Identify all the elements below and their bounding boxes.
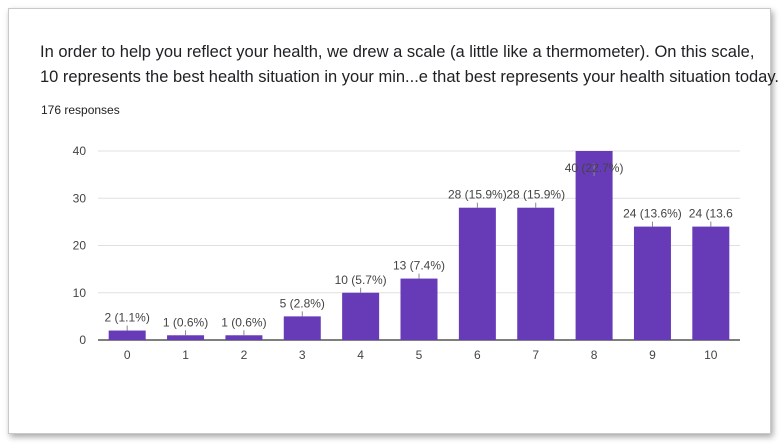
- x-tick-label: 0: [124, 348, 131, 362]
- bar[interactable]: [108, 330, 146, 340]
- chart-y-ticks: 0 10 20 30 40: [73, 144, 87, 347]
- bar[interactable]: [167, 335, 205, 340]
- question-line-1: In order to help you reflect your health…: [40, 43, 755, 61]
- chart-card: [8, 8, 771, 434]
- bar[interactable]: [458, 207, 496, 340]
- x-tick-label: 2: [241, 348, 248, 362]
- x-tick-label: 5: [416, 348, 423, 362]
- data-label: 24 (13.6: [689, 207, 733, 221]
- data-label: 28 (15.9%): [506, 188, 565, 202]
- x-tick-label: 6: [474, 348, 481, 362]
- data-label: 1 (0.6%): [221, 315, 266, 329]
- question-line-2: 10 represents the best health situation …: [40, 68, 779, 86]
- bar[interactable]: [575, 151, 613, 340]
- bar[interactable]: [342, 292, 380, 340]
- y-tick-label: 20: [73, 239, 87, 253]
- chart-bars: [108, 151, 730, 340]
- x-tick-label: 4: [357, 348, 364, 362]
- bar[interactable]: [692, 226, 730, 340]
- y-tick-label: 10: [73, 286, 87, 300]
- y-tick-label: 40: [73, 144, 87, 158]
- x-tick-label: 3: [299, 348, 306, 362]
- x-tick-label: 8: [591, 348, 598, 362]
- bar[interactable]: [633, 226, 671, 340]
- chart-x-ticks: 0 1 2 3 4 5 6 7 8 9 10: [124, 348, 718, 362]
- response-count: 176 responses: [41, 103, 120, 117]
- data-label: 2 (1.1%): [105, 311, 150, 325]
- data-label: 5 (2.8%): [280, 296, 325, 310]
- data-label: 10 (5.7%): [335, 273, 387, 287]
- x-tick-label: 7: [532, 348, 539, 362]
- data-label: 24 (13.6%): [623, 207, 682, 221]
- bar[interactable]: [400, 278, 438, 340]
- data-label: 40 (22.7%): [565, 161, 624, 175]
- x-tick-label: 1: [182, 348, 189, 362]
- y-tick-label: 30: [73, 191, 87, 205]
- data-label: 1 (0.6%): [163, 315, 208, 329]
- bar[interactable]: [517, 207, 555, 340]
- data-label: 13 (7.4%): [393, 259, 445, 273]
- x-tick-label: 10: [704, 348, 718, 362]
- data-label: 28 (15.9%): [448, 188, 507, 202]
- y-tick-label: 0: [79, 333, 86, 347]
- chart-data-labels: 2 (1.1%) 1 (0.6%) 1 (0.6%) 5 (2.8%) 10 (5.7%…: [105, 161, 733, 336]
- question-title: In order to help you reflect your health…: [40, 40, 779, 90]
- bar[interactable]: [225, 335, 263, 340]
- x-tick-label: 9: [649, 348, 656, 362]
- bar[interactable]: [283, 316, 321, 340]
